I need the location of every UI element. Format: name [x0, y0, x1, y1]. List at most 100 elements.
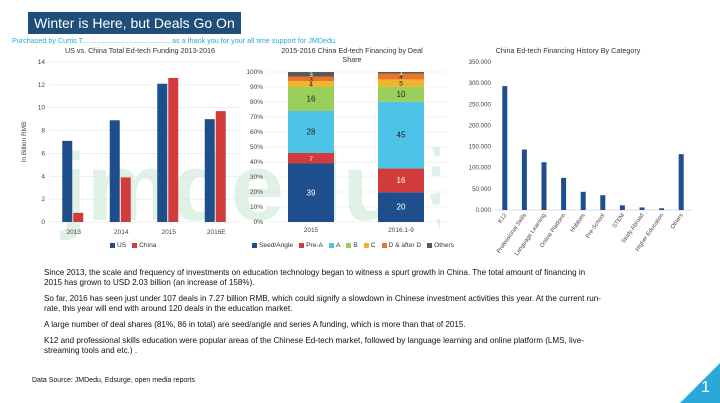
stacked-segment	[288, 153, 334, 164]
data-label: 1	[399, 70, 403, 77]
stacked-segment	[378, 79, 424, 87]
stacked-segment	[378, 192, 424, 222]
y-tick-label: 150.000	[469, 144, 492, 151]
stacked-segment	[378, 73, 424, 80]
stacked-segment	[378, 101, 424, 169]
y-tick-label: 40%	[250, 159, 263, 166]
chart3-title: China Ed-tech Financing History By Categ…	[495, 46, 641, 55]
chart3: 0.000 50.000 100.000 150.000 200.000 250.000 3…	[455, 56, 695, 271]
bar	[600, 195, 606, 210]
legend-item: A	[328, 242, 341, 249]
chart1-title: US vs. China Total Ed-tech Funding 2013-…	[64, 46, 216, 55]
body-paragraph: Since 2013, the scale and frequency of i…	[44, 268, 586, 287]
chart1: 0 2 4 6 8 10 12 14 In Billion RMB 2013 2014 2015 201…	[14, 56, 244, 261]
legend-label: Others	[434, 242, 454, 249]
x-tick-label: 2016E	[207, 229, 226, 236]
bar-us	[62, 140, 73, 222]
bar-china	[168, 78, 179, 222]
legend-swatch	[252, 243, 257, 248]
stacked-segment	[378, 72, 424, 74]
data-label: 3	[309, 76, 313, 83]
y-tick-label: 0	[41, 219, 45, 226]
y-tick-label: 200.000	[469, 122, 492, 129]
y-tick-label: 0%	[254, 219, 264, 226]
body-paragraph: So far, 2016 has seen just under 107 dea…	[44, 294, 601, 313]
legend-item: Pre-A	[299, 242, 323, 249]
y-tick-label: 80%	[250, 99, 263, 106]
data-label: 10	[397, 90, 406, 99]
chart2-legend: Seed/Angle Pre-A A B C D & after D Others	[252, 242, 454, 249]
data-label: 20	[397, 203, 406, 212]
bar	[659, 208, 665, 210]
y-tick-label: 8	[41, 128, 45, 135]
legend-item-us: US	[110, 242, 126, 249]
data-label: 16	[397, 176, 406, 185]
bar-china	[215, 111, 226, 222]
y-tick-label: 300.000	[469, 80, 492, 87]
legend-label: C	[370, 242, 376, 249]
legend-item: Others	[427, 242, 454, 249]
y-tick-label: 90%	[250, 84, 263, 91]
x-tick-label: 2016.1-9	[388, 227, 414, 234]
legend-swatch	[427, 243, 433, 248]
x-tick-label: STEM	[612, 213, 626, 230]
x-tick-label: 2014	[114, 229, 129, 236]
bar	[541, 162, 547, 210]
chart1-legend: US China	[110, 242, 156, 249]
data-label: 28	[307, 128, 316, 137]
bar	[502, 86, 508, 210]
page-number: 1	[701, 379, 710, 396]
y-tick-label: 100.000	[469, 165, 492, 172]
legend-label: Seed/Angle	[259, 242, 294, 249]
y-tick-label: 4	[41, 173, 45, 180]
chart2: 0% 10% 20% 30% 40% 50% 60% 70% 80% 90% 100% 39 7 28 16…	[240, 62, 450, 247]
x-tick-label: Hobbies	[570, 213, 587, 234]
bar-china	[120, 177, 131, 222]
data-label: 4	[399, 74, 403, 81]
chart2-title: 2015-2016 China Ed-tech Financing by Dea…	[281, 46, 423, 64]
bar-us	[204, 119, 215, 222]
legend-item: B	[346, 242, 358, 249]
stacked-segment	[378, 168, 424, 193]
legend-swatch	[363, 243, 369, 248]
stacked-segment	[288, 76, 334, 81]
legend-item: D & after D	[381, 242, 421, 249]
body-paragraph: A large number of deal shares (81%, 86 i…	[44, 320, 466, 329]
bar	[580, 191, 586, 210]
body-text: Since 2013, the scale and frequency of i…	[44, 268, 604, 362]
y-tick-label: 350.000	[469, 59, 492, 66]
page-title: Winter is Here, but Deals Go On	[28, 12, 241, 34]
bar	[619, 205, 625, 210]
legend-swatch	[299, 243, 305, 248]
y-axis-label: In Billion RMB	[21, 122, 28, 163]
data-label: 16	[307, 95, 316, 104]
stacked-segment	[288, 72, 334, 77]
legend-item: C	[363, 242, 376, 249]
data-label: 3	[309, 72, 313, 79]
y-tick-label: 14	[38, 59, 46, 66]
y-tick-label: 50%	[250, 144, 263, 151]
bar	[678, 154, 684, 210]
stacked-segment	[288, 81, 334, 87]
data-label: 45	[397, 131, 406, 140]
legend-label: B	[353, 242, 358, 249]
stacked-segment	[378, 86, 424, 102]
y-tick-label: 50.000	[472, 186, 491, 193]
bar	[521, 149, 527, 210]
stacked-segment	[288, 87, 334, 111]
purchase-ticker: Purchased by Curtis T...................…	[12, 36, 338, 45]
stacked-segment	[288, 163, 334, 222]
bar-us	[157, 83, 168, 222]
y-tick-label: 60%	[250, 129, 263, 136]
y-tick-label: 100%	[246, 69, 263, 76]
y-tick-label: 10%	[250, 204, 263, 211]
x-tick-label: 2015	[162, 229, 177, 236]
x-tick-label: Pre-School	[585, 213, 606, 240]
y-tick-label: 0.000	[476, 207, 492, 214]
data-label: 5	[399, 81, 403, 88]
x-tick-label: Others	[670, 213, 685, 231]
x-tick-label: K12	[498, 213, 509, 225]
y-tick-label: 250.000	[469, 101, 492, 108]
legend-label: A	[335, 242, 341, 249]
bar	[561, 177, 567, 210]
